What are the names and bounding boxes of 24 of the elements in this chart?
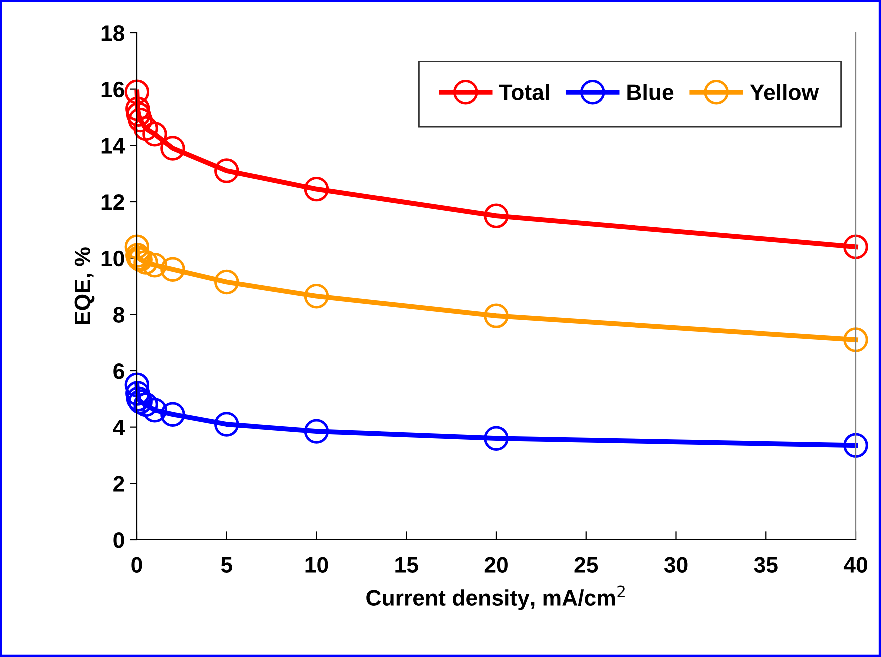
x-tick-label: 30: [664, 557, 688, 574]
x-tick-label: 20: [484, 557, 508, 573]
legend-label: Total: [499, 84, 550, 100]
y-tick-label: 8: [114, 307, 125, 323]
y-tick-label: 0: [114, 532, 124, 548]
y-tick-label: 18: [102, 26, 125, 42]
y-tick-label: 14: [102, 138, 126, 154]
legend-label: Blue: [628, 84, 674, 100]
x-tick-label: 25: [574, 557, 598, 573]
legend-label: Yellow: [750, 84, 820, 100]
x-tick-label: 5: [221, 557, 232, 573]
y-tick-label: 12: [102, 194, 124, 210]
y-tick-label: 6: [114, 364, 124, 380]
y-tick-label: 10: [102, 250, 124, 267]
y-axis-title: EQE, %: [74, 248, 95, 325]
x-tick-label: 0: [132, 557, 142, 573]
y-tick-label: 2: [114, 476, 124, 492]
y-tick-label: 16: [102, 82, 124, 98]
x-tick-label: 10: [306, 557, 328, 573]
y-tick-label: 4: [113, 420, 126, 436]
x-axis-title: Current density, mA/cm$^{2}$: [366, 586, 625, 610]
x-tick-label: 15: [396, 557, 418, 573]
x-tick-label: 40: [844, 557, 868, 573]
x-tick-label: 35: [754, 557, 778, 574]
